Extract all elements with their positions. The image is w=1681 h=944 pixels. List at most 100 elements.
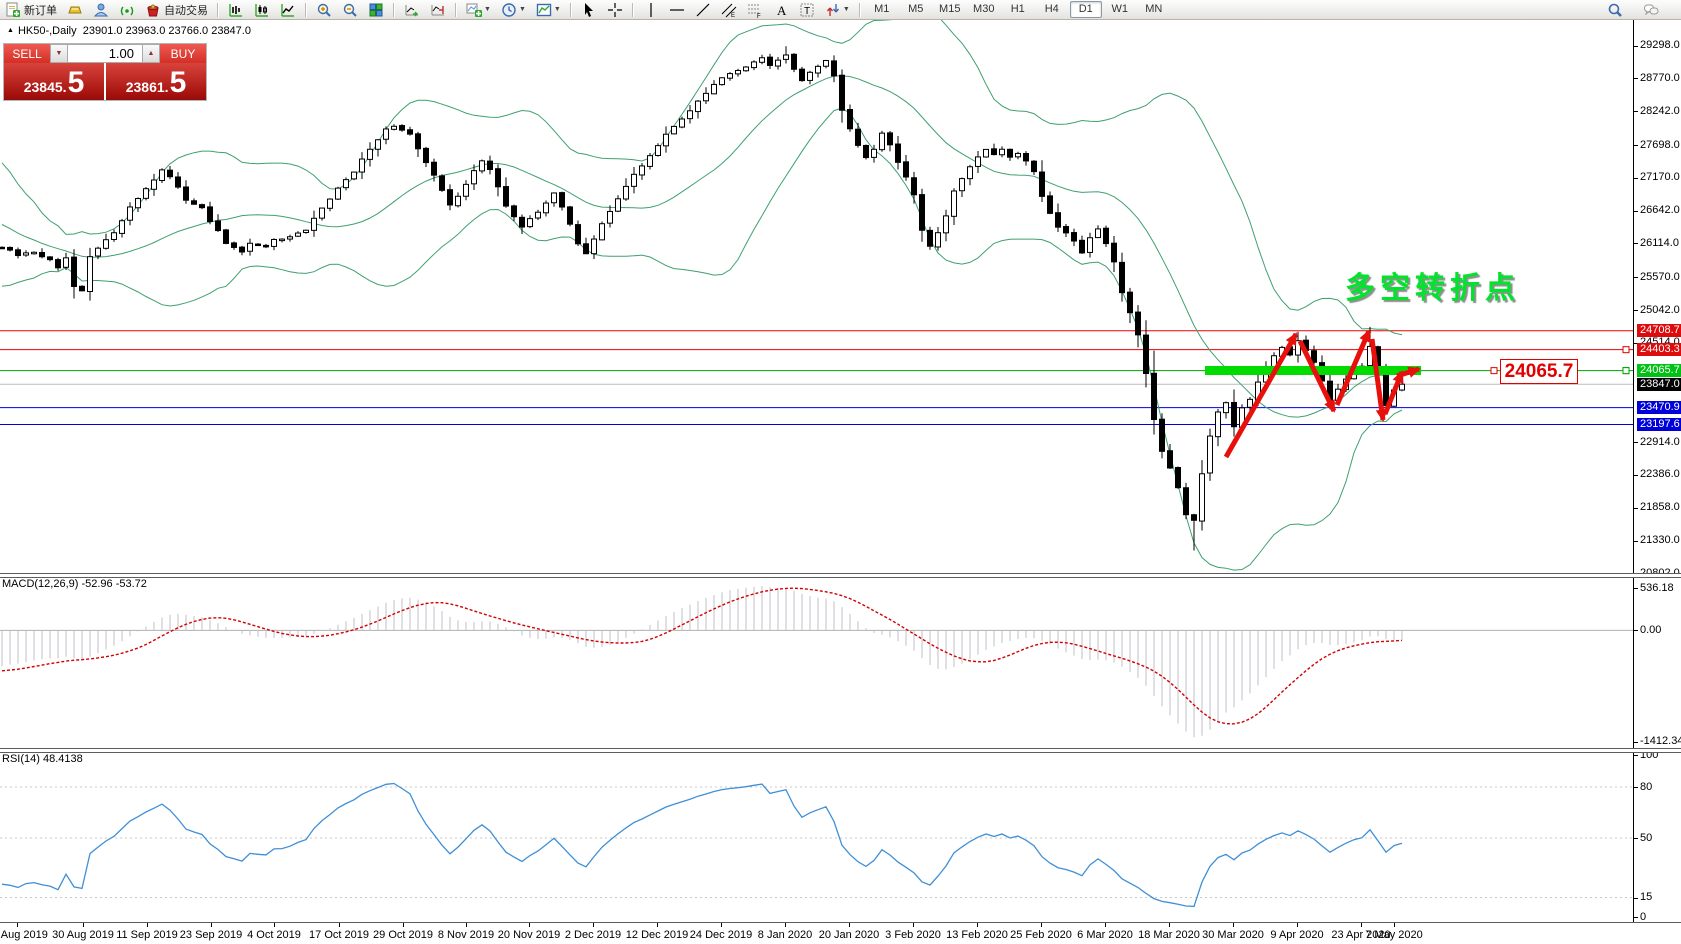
price-callout-box[interactable]: 24065.7	[1500, 359, 1578, 384]
candlestick-chart-icon	[254, 2, 270, 18]
bullish-candle	[655, 145, 661, 156]
new-chart-button[interactable]: ▼	[462, 0, 495, 19]
bullish-candle	[335, 187, 341, 200]
time-axis-label: 7 May 2020	[1365, 929, 1423, 941]
horizontal-line-button[interactable]	[665, 0, 689, 19]
rsi-indicator-pane[interactable]	[0, 751, 1633, 921]
auto-scroll-button[interactable]	[400, 0, 424, 19]
price-axis-label: 26114.0	[1640, 236, 1679, 249]
bullish-candle	[623, 185, 629, 200]
time-axis-label: 6 Mar 2020	[1077, 929, 1133, 941]
volume-increase-button[interactable]: ▲	[142, 44, 160, 63]
chevron-down-icon[interactable]: ▼	[484, 6, 491, 13]
bullish-candle	[143, 188, 149, 199]
accounts-button[interactable]	[89, 0, 113, 19]
line-chart-button[interactable]	[276, 0, 300, 19]
volume-input[interactable]: 1.00	[68, 44, 142, 63]
chevron-down-icon[interactable]: ▼	[553, 6, 561, 13]
bullish-candle	[343, 179, 349, 189]
chat-button[interactable]	[1639, 0, 1663, 19]
cursor-button[interactable]	[577, 0, 601, 19]
zoom-out-icon	[342, 2, 358, 18]
bullish-candle	[1223, 402, 1229, 414]
templates-button[interactable]: ▼	[532, 0, 565, 19]
bearish-candle	[903, 161, 909, 178]
chevron-down-icon[interactable]: ▼	[518, 6, 526, 13]
sell-price-display[interactable]: 23845. 5	[4, 63, 104, 100]
crosshair-icon	[607, 2, 623, 18]
price-axis[interactable]: 29298.0 28770.0 28242.0 27698.0 27170.0 26642…	[1633, 20, 1681, 923]
zoom-in-button[interactable]	[312, 0, 336, 19]
autotrading-button[interactable]: 自动交易	[141, 0, 212, 19]
bearish-candle	[583, 243, 589, 255]
timeframe-button-h1[interactable]: H1	[1010, 3, 1025, 15]
bearish-candle	[215, 220, 221, 232]
buy-price-display[interactable]: 23861. 5	[106, 63, 206, 100]
timeframe-button-m15[interactable]: M15	[939, 3, 961, 15]
timeframe-button-m5[interactable]: M5	[908, 3, 924, 15]
price-axis-label: 25042.0	[1640, 303, 1680, 316]
bullish-candle	[471, 170, 477, 185]
time-axis-label: 8 Jan 2020	[757, 929, 813, 941]
volume-decrease-button[interactable]: ▼	[50, 44, 68, 63]
time-axis-tick	[1169, 923, 1170, 927]
bearish-candle	[1079, 239, 1085, 254]
autotrading-icon	[145, 2, 161, 18]
text-button[interactable]: A	[769, 0, 793, 19]
timeframe-button-w1[interactable]: W1	[1111, 3, 1129, 15]
price-axis-badge: 23197.6	[1637, 418, 1681, 432]
auto-scroll-icon	[404, 2, 420, 18]
trendline-button[interactable]	[691, 0, 715, 19]
bullish-candle	[479, 160, 485, 172]
vertical-line-button[interactable]	[639, 0, 663, 19]
bearish-candle	[71, 256, 77, 287]
pane-splitter[interactable]	[0, 573, 1681, 578]
chevron-down-icon[interactable]: ▼	[842, 6, 850, 13]
bearish-candle	[503, 186, 509, 207]
bullish-candle	[631, 173, 637, 187]
equidistant-channel-button[interactable]: E	[717, 0, 741, 19]
bullish-candle	[959, 178, 965, 192]
timeframe-button-m1[interactable]: M1	[874, 3, 890, 15]
collapse-icon[interactable]: ▲	[7, 27, 14, 34]
zoom-out-button[interactable]	[338, 0, 362, 19]
bullish-candle	[687, 110, 693, 120]
macd-indicator-pane[interactable]	[0, 576, 1633, 748]
price-axis-label: 26642.0	[1640, 204, 1680, 217]
price-chart-pane[interactable]	[0, 20, 1633, 573]
bearish-candle	[263, 244, 269, 248]
fibonacci-button[interactable]: F	[743, 0, 767, 19]
sell-button[interactable]: SELL	[4, 44, 50, 63]
bearish-candle	[887, 132, 893, 146]
pane-splitter[interactable]	[0, 748, 1681, 753]
chart-shift-button[interactable]	[426, 0, 450, 19]
crosshair-button[interactable]	[603, 0, 627, 19]
bullish-candle	[783, 54, 789, 60]
bullish-candle	[1095, 228, 1101, 239]
timeframe-button-mn[interactable]: MN	[1145, 3, 1163, 15]
price-axis-label: 0	[1640, 910, 1647, 923]
timeframe-button-h4[interactable]: H4	[1044, 3, 1059, 15]
toolbar-separator	[455, 2, 457, 17]
timeframe-button-m30[interactable]: M30	[973, 3, 995, 15]
profiles-button[interactable]: ▼	[497, 0, 530, 19]
time-axis-label: 13 Feb 2020	[946, 929, 1008, 941]
new-order-button[interactable]: 新订单	[1, 0, 61, 19]
bullish-candle	[679, 118, 685, 128]
signal-button[interactable]	[115, 0, 139, 19]
bar-chart-icon	[228, 2, 244, 18]
candlestick-chart-button[interactable]	[250, 0, 274, 19]
templates-icon	[536, 2, 552, 18]
bullish-candle	[879, 132, 885, 151]
price-axis-label: 27698.0	[1640, 138, 1680, 151]
gold-button[interactable]	[63, 0, 87, 19]
buy-button[interactable]: BUY	[160, 44, 206, 63]
text-label-button[interactable]: T	[795, 0, 819, 19]
search-button[interactable]	[1603, 0, 1627, 19]
bar-chart-button[interactable]	[224, 0, 248, 19]
time-axis-tick	[1394, 923, 1395, 927]
arrows-button[interactable]: ▼	[821, 0, 854, 19]
tile-windows-button[interactable]	[364, 0, 388, 19]
timeframe-button-d1[interactable]: D1	[1069, 1, 1102, 18]
